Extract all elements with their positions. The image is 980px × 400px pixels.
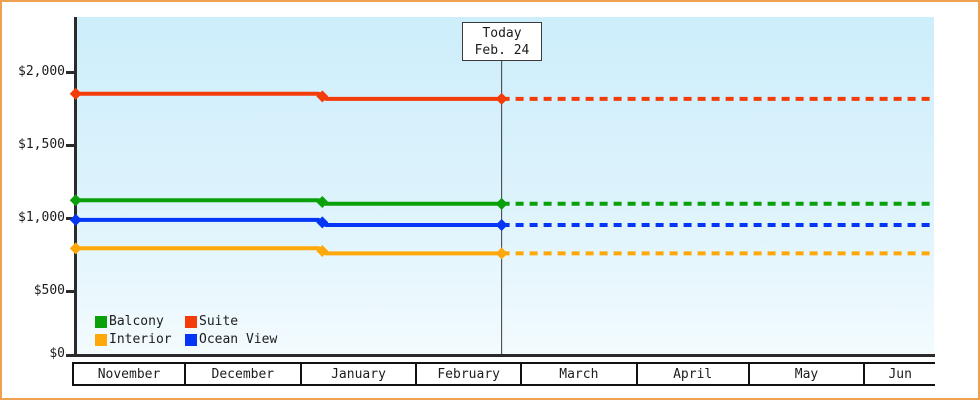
legend-label: Balcony	[109, 314, 164, 329]
month-cell-november: November	[74, 364, 186, 384]
month-cell-may: May	[749, 364, 866, 384]
month-cell-april: April	[637, 364, 750, 384]
y-tick-label: $1,500	[18, 136, 65, 152]
series-marker-balcony	[69, 194, 82, 207]
month-cell-december: December	[186, 364, 302, 384]
series-marker-ocean-view	[316, 216, 329, 229]
series-marker-suite	[316, 90, 329, 103]
series-marker-balcony	[495, 197, 508, 210]
today-date: Feb. 24	[474, 42, 530, 58]
month-cell-jun: Jun	[865, 364, 936, 384]
series-marker-suite	[495, 92, 508, 105]
ocean-view-swatch-icon	[185, 333, 197, 346]
interior-swatch-icon	[95, 333, 107, 346]
legend-label: Ocean View	[199, 332, 278, 347]
suite-swatch-icon	[185, 315, 197, 328]
legend: Balcony Suite Interior Ocean View	[95, 315, 277, 346]
series-line-interior	[75, 246, 502, 256]
plot-area	[77, 17, 934, 354]
series-marker-suite	[69, 87, 82, 100]
series-marker-balcony	[316, 195, 329, 208]
series-line-balcony	[75, 198, 502, 206]
y-tick	[66, 216, 75, 220]
month-row: November December January February March Apri…	[72, 362, 936, 386]
y-tick	[66, 289, 75, 293]
legend-item-interior: Interior	[95, 333, 185, 346]
legend-label: Suite	[199, 314, 239, 329]
series-marker-interior	[495, 247, 508, 260]
month-cell-march: March	[522, 364, 638, 384]
today-title: Today	[482, 25, 522, 41]
series-line-suite	[75, 91, 502, 101]
y-tick	[66, 70, 75, 74]
y-tick-label: $1,000	[18, 209, 65, 225]
legend-item-suite: Suite	[185, 315, 277, 328]
today-box: Today Feb. 24	[462, 22, 542, 61]
y-tick	[66, 143, 75, 147]
series-marker-interior	[316, 244, 329, 257]
month-cell-february: February	[417, 364, 523, 384]
legend-label: Interior	[109, 332, 172, 347]
series-marker-interior	[69, 242, 82, 255]
legend-item-ocean-view: Ocean View	[185, 333, 277, 346]
series-line-ocean-view	[75, 217, 502, 227]
balcony-swatch-icon	[95, 315, 107, 328]
y-tick-label: $0	[49, 346, 65, 361]
y-tick-label: $2,000	[18, 63, 65, 79]
x-axis-line	[66, 354, 935, 357]
series-marker-ocean-view	[495, 218, 508, 231]
legend-item-balcony: Balcony	[95, 315, 185, 328]
y-axis-line	[74, 17, 77, 357]
series-marker-ocean-view	[69, 213, 82, 226]
y-tick-label: $500	[33, 282, 65, 298]
month-cell-january: January	[301, 364, 418, 384]
